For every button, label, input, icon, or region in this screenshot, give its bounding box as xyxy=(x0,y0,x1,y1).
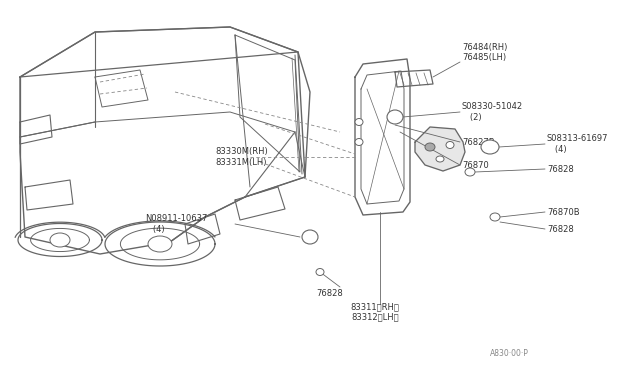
Text: S08330-51042
   (2): S08330-51042 (2) xyxy=(462,102,523,122)
Text: 76828: 76828 xyxy=(547,164,573,173)
Text: 76484(RH)
76485(LH): 76484(RH) 76485(LH) xyxy=(462,43,508,62)
Text: 76870B: 76870B xyxy=(547,208,580,217)
Ellipse shape xyxy=(481,140,499,154)
Ellipse shape xyxy=(490,213,500,221)
Text: N: N xyxy=(303,234,307,238)
Text: S: S xyxy=(484,143,488,149)
Ellipse shape xyxy=(50,233,70,247)
Ellipse shape xyxy=(436,156,444,162)
Ellipse shape xyxy=(355,119,363,125)
Text: N08911-10637
   (4): N08911-10637 (4) xyxy=(145,214,207,234)
Ellipse shape xyxy=(387,110,403,124)
Ellipse shape xyxy=(302,230,318,244)
Text: S08313-61697
   (4): S08313-61697 (4) xyxy=(547,134,609,154)
Text: 76870: 76870 xyxy=(462,160,489,170)
Ellipse shape xyxy=(148,236,172,252)
Ellipse shape xyxy=(425,143,435,151)
Polygon shape xyxy=(415,127,465,171)
Text: 76828: 76828 xyxy=(547,224,573,234)
Text: 83311（RH）
83312（LH）: 83311（RH） 83312（LH） xyxy=(351,302,399,322)
Text: A830·00·P: A830·00·P xyxy=(490,350,529,359)
Text: 76827B: 76827B xyxy=(462,138,495,147)
Ellipse shape xyxy=(355,138,363,145)
Ellipse shape xyxy=(316,269,324,276)
Text: 76828: 76828 xyxy=(317,289,344,298)
Text: 83330M(RH)
83331M(LH): 83330M(RH) 83331M(LH) xyxy=(215,147,268,167)
Text: S: S xyxy=(388,113,392,119)
Ellipse shape xyxy=(446,141,454,148)
Ellipse shape xyxy=(465,168,475,176)
